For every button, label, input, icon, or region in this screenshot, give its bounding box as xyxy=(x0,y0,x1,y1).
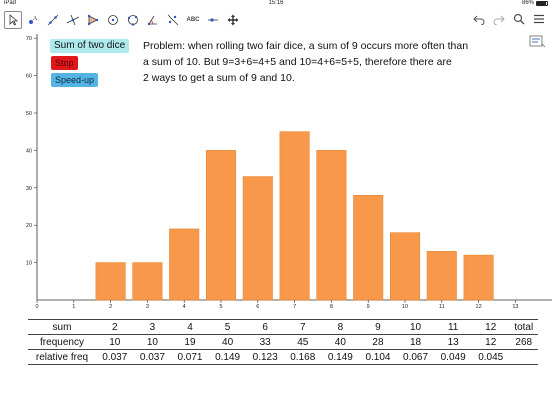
table-cell: 10 xyxy=(396,319,435,335)
device-name: iPad xyxy=(4,0,17,6)
table-cell: 0.067 xyxy=(396,349,435,365)
problem-line-2: a sum of 10. But 9=3+6=4+5 and 10=4+6=5+… xyxy=(143,56,452,68)
table-cell: 0.123 xyxy=(246,349,284,365)
table-cell: 33 xyxy=(246,334,284,350)
table-cell: 12 xyxy=(471,334,510,350)
svg-text:A: A xyxy=(33,16,38,22)
table-cell: 18 xyxy=(396,334,435,350)
search-icon[interactable] xyxy=(512,12,526,26)
table-cell: 0.049 xyxy=(434,349,472,365)
table-cell: 268 xyxy=(509,334,538,350)
table-cell xyxy=(509,349,538,365)
status-bar: iPad 15:16 86% xyxy=(0,0,552,8)
table-cell: 2 xyxy=(96,319,134,335)
toolbar: A ABC xyxy=(0,8,552,32)
table-cell: 5 xyxy=(208,319,247,335)
table-cell: 3 xyxy=(133,319,172,335)
table-cell: 10 xyxy=(133,334,172,350)
table-cell: 0.149 xyxy=(208,349,247,365)
circle-through-points-tool-icon[interactable] xyxy=(124,11,142,29)
polygon-tool-icon[interactable] xyxy=(84,11,102,29)
table-cell: 10 xyxy=(96,334,134,350)
battery-percent: 86% xyxy=(521,0,534,6)
table-cell: 40 xyxy=(321,334,360,350)
table-cell: 28 xyxy=(359,334,397,350)
row-label: sum xyxy=(28,319,96,335)
text-tool-icon[interactable]: ABC xyxy=(186,17,200,23)
perpendicular-tool-icon[interactable] xyxy=(64,11,82,29)
problem-text: Problem: when rolling two fair dice, a s… xyxy=(143,38,503,86)
table-cell: 0.037 xyxy=(133,349,172,365)
slider-tool-icon[interactable] xyxy=(204,11,222,29)
table-cell: 0.104 xyxy=(359,349,397,365)
table-row-sum: sum 2 3 4 5 6 7 8 9 10 11 12 total xyxy=(28,319,538,335)
stop-button[interactable]: Stop xyxy=(51,56,78,70)
style-bar-toggle-icon[interactable] xyxy=(528,34,546,48)
toolbar-right xyxy=(472,12,546,26)
table-cell: total xyxy=(509,319,538,335)
table-cell: 0.071 xyxy=(171,349,209,365)
problem-line-3: 2 ways to get a sum of 9 and 10. xyxy=(143,72,295,84)
table-cell: 6 xyxy=(246,319,284,335)
move-view-tool-icon[interactable] xyxy=(224,11,242,29)
battery-icon xyxy=(536,0,548,6)
table-cell: 0.037 xyxy=(96,349,134,365)
speed-up-button[interactable]: Speed-up xyxy=(51,73,99,87)
table-cell: 0.149 xyxy=(321,349,360,365)
move-tool-icon[interactable] xyxy=(4,11,22,29)
circle-tool-icon[interactable] xyxy=(104,11,122,29)
table-cell: 45 xyxy=(283,334,322,350)
line-tool-icon[interactable] xyxy=(44,11,62,29)
table-cell: 11 xyxy=(434,319,472,335)
table-cell: 7 xyxy=(283,319,322,335)
table-cell: 0.168 xyxy=(283,349,322,365)
problem-line-1: Problem: when rolling two fair dice, a s… xyxy=(143,40,469,52)
table-cell: 0.045 xyxy=(471,349,510,365)
table-cell: 13 xyxy=(434,334,472,350)
point-tool-icon[interactable]: A xyxy=(24,11,42,29)
frequency-table: sum 2 3 4 5 6 7 8 9 10 11 12 total frequ… xyxy=(28,319,538,365)
graphics-view[interactable] xyxy=(0,32,552,414)
table-cell: 12 xyxy=(471,319,510,335)
redo-icon[interactable] xyxy=(492,12,506,26)
table-cell: 4 xyxy=(171,319,209,335)
menu-icon[interactable] xyxy=(532,12,546,26)
table-row-relative-freq: relative freq 0.037 0.037 0.071 0.149 0.… xyxy=(28,349,538,365)
undo-icon[interactable] xyxy=(472,12,486,26)
angle-tool-icon[interactable] xyxy=(144,11,162,29)
table-cell: 8 xyxy=(321,319,360,335)
sum-of-two-dice-button[interactable]: Sum of two dice xyxy=(50,39,130,53)
battery-indicator: 86% xyxy=(522,0,548,6)
row-label: frequency xyxy=(28,334,96,350)
reflect-tool-icon[interactable] xyxy=(164,11,182,29)
table-cell: 40 xyxy=(208,334,247,350)
table-cell: 9 xyxy=(359,319,397,335)
status-time: 15:16 xyxy=(268,0,284,6)
table-row-frequency: frequency 10 10 19 40 33 45 40 28 18 13 … xyxy=(28,334,538,350)
row-label: relative freq xyxy=(28,349,96,365)
table-cell: 19 xyxy=(171,334,209,350)
